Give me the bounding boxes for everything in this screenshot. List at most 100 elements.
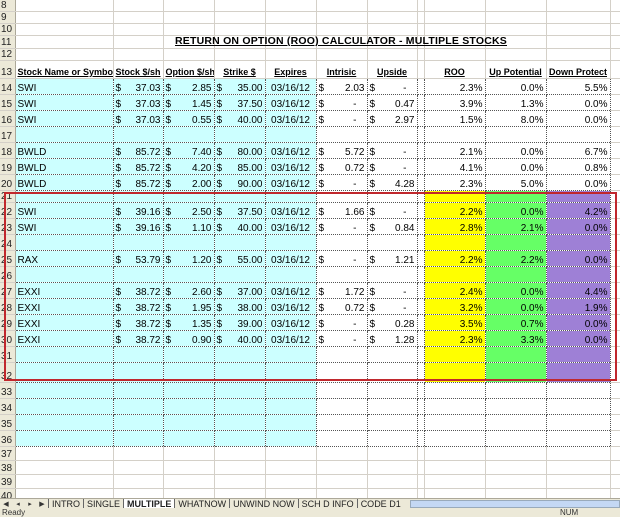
expires-cell[interactable]: 03/16/12 xyxy=(265,142,317,159)
stock-price-cell[interactable]: $38.72 xyxy=(113,314,164,331)
cell[interactable] xyxy=(265,488,317,498)
expires-cell[interactable] xyxy=(265,398,317,415)
stock-price-cell[interactable]: $38.72 xyxy=(113,298,164,315)
cell[interactable] xyxy=(485,460,547,475)
row-header[interactable]: 30 xyxy=(0,330,16,347)
option-price-cell[interactable] xyxy=(163,414,215,431)
upside-cell[interactable]: $ - xyxy=(367,202,418,219)
cell[interactable] xyxy=(610,190,620,203)
intrinsic-cell[interactable] xyxy=(316,362,368,383)
stock-name-cell[interactable] xyxy=(15,414,114,431)
expires-cell[interactable] xyxy=(265,382,317,399)
expires-cell[interactable]: 03/16/12 xyxy=(265,158,317,175)
roo-cell[interactable]: 2.2% xyxy=(424,250,486,267)
stock-price-cell[interactable] xyxy=(113,382,164,399)
up-potential-cell[interactable]: 0.0% xyxy=(485,78,547,95)
upside-cell[interactable]: $4.28 xyxy=(367,174,418,191)
cell[interactable] xyxy=(113,35,164,49)
option-price-cell[interactable] xyxy=(163,382,215,399)
row-header[interactable]: 28 xyxy=(0,298,16,315)
cell[interactable] xyxy=(15,35,114,49)
cell[interactable] xyxy=(367,474,418,489)
roo-cell[interactable] xyxy=(424,234,486,251)
cell[interactable] xyxy=(610,11,620,24)
strike-cell[interactable]: $55.00 xyxy=(214,250,266,267)
cell[interactable] xyxy=(163,11,215,24)
expires-cell[interactable]: 03/16/12 xyxy=(265,314,317,331)
row-header[interactable]: 34 xyxy=(0,398,16,415)
cell[interactable] xyxy=(316,11,368,24)
cell[interactable] xyxy=(610,314,620,331)
stock-name-cell[interactable]: SWI xyxy=(15,218,114,235)
row-header[interactable]: 11 xyxy=(0,35,16,49)
cell[interactable] xyxy=(610,474,620,489)
row-header[interactable]: 22 xyxy=(0,202,16,219)
expires-cell[interactable] xyxy=(265,234,317,251)
intrinsic-cell[interactable]: $1.72 xyxy=(316,282,368,299)
roo-cell[interactable] xyxy=(424,346,486,363)
cell[interactable] xyxy=(424,460,486,475)
cell[interactable] xyxy=(163,460,215,475)
intrinsic-cell[interactable]: $ - xyxy=(316,174,368,191)
cell[interactable] xyxy=(367,23,418,36)
upside-cell[interactable]: $ - xyxy=(367,158,418,175)
strike-cell[interactable]: $37.00 xyxy=(214,282,266,299)
up-potential-cell[interactable] xyxy=(485,382,547,399)
prev-sheet-arrow-icon[interactable]: ◂ xyxy=(16,500,20,508)
cell[interactable] xyxy=(546,474,611,489)
stock-name-cell[interactable]: EXXI xyxy=(15,282,114,299)
upside-cell[interactable] xyxy=(367,234,418,251)
cell[interactable] xyxy=(610,94,620,111)
row-header[interactable]: 15 xyxy=(0,94,16,111)
down-protect-cell[interactable]: 4.4% xyxy=(546,282,611,299)
stock-name-cell[interactable]: SWI xyxy=(15,94,114,111)
cell[interactable] xyxy=(367,0,418,12)
down-protect-cell[interactable]: 0.0% xyxy=(546,218,611,235)
option-price-cell[interactable]: $2.85 xyxy=(163,78,215,95)
cell[interactable] xyxy=(610,110,620,127)
cell[interactable] xyxy=(485,35,547,49)
up-potential-cell[interactable]: 5.0% xyxy=(485,174,547,191)
option-price-cell[interactable]: $2.50 xyxy=(163,202,215,219)
roo-cell[interactable]: 2.1% xyxy=(424,142,486,159)
down-protect-cell[interactable] xyxy=(546,346,611,363)
cell[interactable] xyxy=(214,488,266,498)
intrinsic-cell[interactable] xyxy=(316,346,368,363)
cell[interactable] xyxy=(265,35,317,49)
roo-cell[interactable]: 3.9% xyxy=(424,94,486,111)
stock-name-cell[interactable]: SWI xyxy=(15,110,114,127)
roo-cell[interactable] xyxy=(424,398,486,415)
cell[interactable] xyxy=(424,23,486,36)
cell[interactable] xyxy=(367,460,418,475)
strike-cell[interactable] xyxy=(214,430,266,447)
intrinsic-cell[interactable] xyxy=(316,190,368,203)
roo-cell[interactable] xyxy=(424,266,486,283)
stock-price-cell[interactable]: $37.03 xyxy=(113,94,164,111)
expires-cell[interactable] xyxy=(265,362,317,383)
upside-cell[interactable]: $0.28 xyxy=(367,314,418,331)
down-protect-cell[interactable] xyxy=(546,126,611,143)
cell[interactable] xyxy=(610,48,620,61)
cell[interactable] xyxy=(424,48,486,61)
up-potential-cell[interactable] xyxy=(485,414,547,431)
cell[interactable] xyxy=(214,0,266,12)
cell[interactable] xyxy=(265,474,317,489)
cell[interactable] xyxy=(546,23,611,36)
cell[interactable] xyxy=(265,0,317,12)
upside-cell[interactable]: $2.97 xyxy=(367,110,418,127)
intrinsic-cell[interactable]: $2.03 xyxy=(316,78,368,95)
strike-cell[interactable] xyxy=(214,398,266,415)
cell[interactable] xyxy=(610,174,620,191)
up-potential-cell[interactable]: 0.7% xyxy=(485,314,547,331)
cell[interactable] xyxy=(214,446,266,461)
cell[interactable] xyxy=(15,23,114,36)
cell[interactable] xyxy=(485,23,547,36)
stock-price-cell[interactable]: $38.72 xyxy=(113,282,164,299)
cell[interactable] xyxy=(610,382,620,399)
upside-cell[interactable] xyxy=(367,190,418,203)
stock-name-cell[interactable]: EXXI xyxy=(15,298,114,315)
intrinsic-cell[interactable] xyxy=(316,234,368,251)
expires-cell[interactable]: 03/16/12 xyxy=(265,94,317,111)
option-price-cell[interactable]: $1.45 xyxy=(163,94,215,111)
strike-cell[interactable]: $40.00 xyxy=(214,330,266,347)
